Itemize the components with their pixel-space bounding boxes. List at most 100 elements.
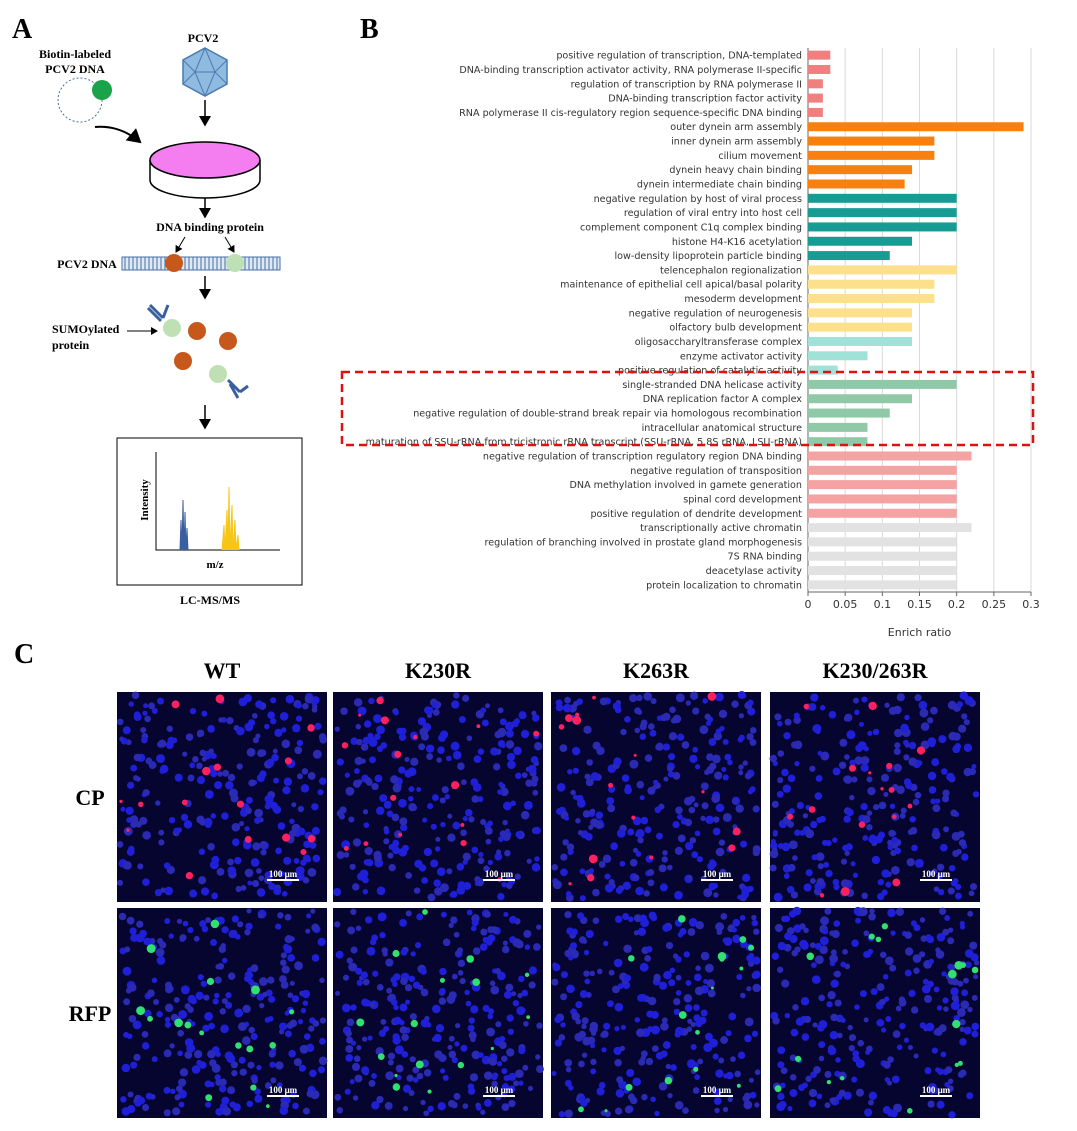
nucleus [647,868,655,876]
nucleus [851,776,858,783]
x-tick-label: 0.2 [948,598,966,611]
nucleus [590,1058,597,1066]
nucleus [967,1006,973,1013]
nucleus [467,1083,475,1090]
nucleus [177,1029,185,1037]
nucleus [770,838,776,845]
nucleus [379,794,388,803]
nucleus [352,1095,359,1101]
nucleus [453,692,460,699]
bar [808,122,1024,132]
nucleus [565,1066,572,1073]
y-tick-label: positive regulation of dendrite developm… [590,509,802,520]
nucleus [383,800,392,809]
nucleus [598,861,606,868]
nucleus [751,919,759,927]
nucleus [245,807,252,815]
nucleus [126,1033,133,1039]
signal [608,782,614,788]
nucleus [839,738,848,747]
nucleus [895,766,901,772]
nucleus [133,753,142,762]
nucleus [937,888,945,896]
nucleus [179,1068,189,1077]
nucleus [788,840,798,850]
signal [289,1009,295,1015]
nucleus [234,934,241,940]
nucleus [940,1051,947,1058]
nucleus [457,970,464,976]
nucleus [713,816,720,823]
nucleus [518,1080,524,1086]
bar [808,308,913,318]
nucleus [504,849,511,857]
nucleus [693,1014,701,1022]
signal [575,712,580,717]
nucleus [520,729,530,739]
nucleus [685,700,691,706]
nucleus [719,725,725,732]
y-tick-label: DNA-binding transcription activator acti… [459,65,802,76]
nucleus [302,1000,309,1006]
nucleus [854,756,863,765]
nucleus [652,784,658,790]
nucleus [238,1056,246,1064]
nucleus [526,858,532,864]
nucleus [489,1057,498,1066]
nucleus [930,706,938,715]
nucleus [899,812,906,819]
nucleus [515,1069,524,1079]
nucleus [275,847,282,855]
signal [892,814,897,819]
nucleus [234,856,242,865]
nucleus [970,883,978,891]
nucleus [340,707,348,716]
nucleus [503,911,509,918]
nucleus [420,732,429,741]
nucleus [525,779,533,787]
nucleus [221,998,228,1005]
nucleus [659,981,668,990]
nucleus [218,1085,227,1093]
nucleus [400,948,408,956]
nucleus [301,768,309,775]
nucleus [300,784,310,793]
nucleus [919,917,926,923]
nucleus [592,888,600,897]
nucleus [809,765,816,772]
nucleus [840,879,850,888]
nucleus [694,764,701,770]
nucleus [667,766,673,773]
nucleus [614,915,623,923]
x-tick-label: 0.25 [982,598,1007,611]
nucleus [401,1033,409,1042]
nucleus [151,1056,158,1063]
nucleus [464,989,470,996]
nucleus [334,921,341,928]
nucleus [681,741,690,749]
nucleus [777,750,785,757]
nucleus [457,947,464,954]
nucleus [387,852,394,859]
nucleus [378,1029,386,1037]
nucleus [604,873,611,880]
nucleus [207,1049,216,1059]
nucleus [163,1109,171,1117]
bar [808,508,957,518]
nucleus [753,928,760,935]
nucleus [139,929,147,938]
bar [808,50,831,60]
nucleus [354,1074,363,1083]
nucleus [583,949,590,956]
nucleus [789,1074,797,1081]
nucleus [497,789,503,795]
nucleus [858,721,864,727]
nucleus [501,1083,509,1091]
nucleus [584,978,591,985]
nucleus [400,823,408,832]
scale-label: 100 μm [703,1085,732,1095]
nucleus [842,948,848,955]
nucleus [781,768,789,777]
nucleus [866,776,873,783]
nucleus [132,1020,142,1030]
